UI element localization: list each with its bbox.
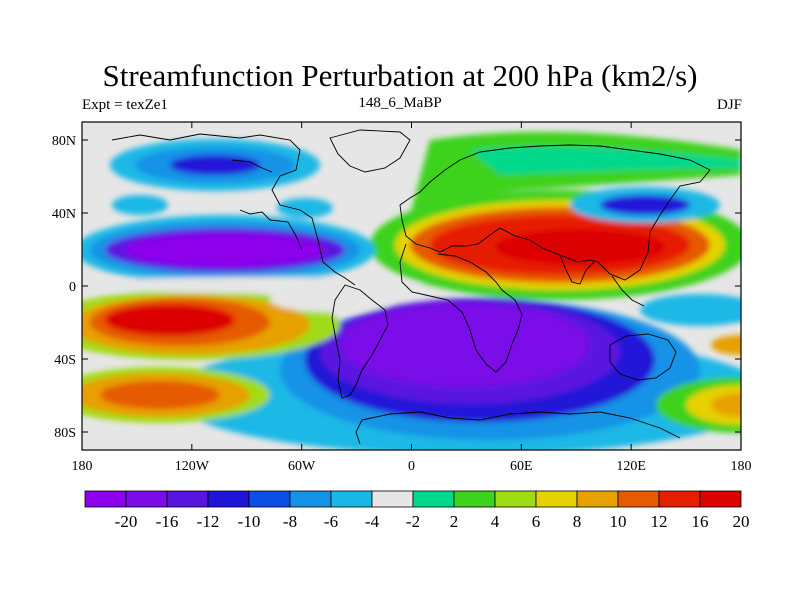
colorbar-swatch: [125, 490, 168, 508]
colorbar-swatch: [371, 490, 414, 508]
colorbar-swatch: [453, 490, 496, 508]
contour-field: [82, 122, 741, 450]
y-tick-label: 80N: [52, 134, 76, 149]
x-axis: 180 120W 60W 0 60E 120E 180: [72, 122, 752, 474]
x-tick-label: 60E: [510, 459, 533, 474]
continent-outlines: [111, 129, 711, 445]
colorbar-label: -8: [283, 512, 297, 531]
colorbar-label: 2: [450, 512, 459, 531]
colorbar-label: -10: [238, 512, 261, 531]
colorbar-label: 8: [573, 512, 582, 531]
colorbar-label: 6: [532, 512, 541, 531]
colorbar-label: 10: [610, 512, 627, 531]
x-tick-label: 120W: [175, 459, 210, 474]
colorbar-swatch: [658, 490, 701, 508]
colorbar-swatch: [84, 490, 127, 508]
colorbar-swatch: [535, 490, 578, 508]
colorbar-swatch: [576, 490, 619, 508]
x-tick-label: 120E: [616, 459, 646, 474]
season-label: DJF: [716, 97, 742, 113]
x-tick-label: 0: [408, 459, 415, 474]
y-tick-label: 40S: [54, 353, 76, 368]
colorbar-swatch: [248, 490, 291, 508]
colorbar-label: 20: [733, 512, 750, 531]
y-tick-label: 0: [69, 280, 76, 295]
colorbar-swatch: [166, 490, 209, 508]
x-tick-label: 60W: [288, 459, 316, 474]
colorbar-swatch: [494, 490, 537, 508]
colorbar-label: -6: [324, 512, 338, 531]
colorbar-label: -16: [156, 512, 179, 531]
colorbar-swatch: [699, 490, 742, 508]
colorbar-swatch: [330, 490, 373, 508]
colorbar-swatch: [289, 490, 332, 508]
colorbar-swatch: [207, 490, 250, 508]
y-tick-label: 80S: [54, 426, 76, 441]
colorbar-label: -20: [115, 512, 138, 531]
y-axis: 80N 40N 0 40S 80S: [52, 134, 741, 441]
colorbar-label: 16: [692, 512, 709, 531]
colorbar-label: -2: [406, 512, 420, 531]
run-label: 148_6_MaBP: [358, 95, 442, 111]
x-tick-label: 180: [731, 459, 752, 474]
colorbar-label: 12: [651, 512, 668, 531]
colorbar-swatch: [617, 490, 660, 508]
y-tick-label: 40N: [52, 207, 76, 222]
colorbar-swatch: [412, 490, 455, 508]
colorbar: -20 -16 -12 -10 -8 -6 -4 -2 2 4 6 8 10 12 16 20: [84, 490, 750, 531]
colorbar-label: -12: [197, 512, 220, 531]
colorbar-label: 4: [491, 512, 500, 531]
colorbar-label: -4: [365, 512, 380, 531]
x-tick-label: 180: [72, 459, 93, 474]
experiment-label: Expt = texZe1: [82, 97, 168, 113]
map-title: Streamfunction Perturbation at 200 hPa (…: [102, 58, 698, 93]
